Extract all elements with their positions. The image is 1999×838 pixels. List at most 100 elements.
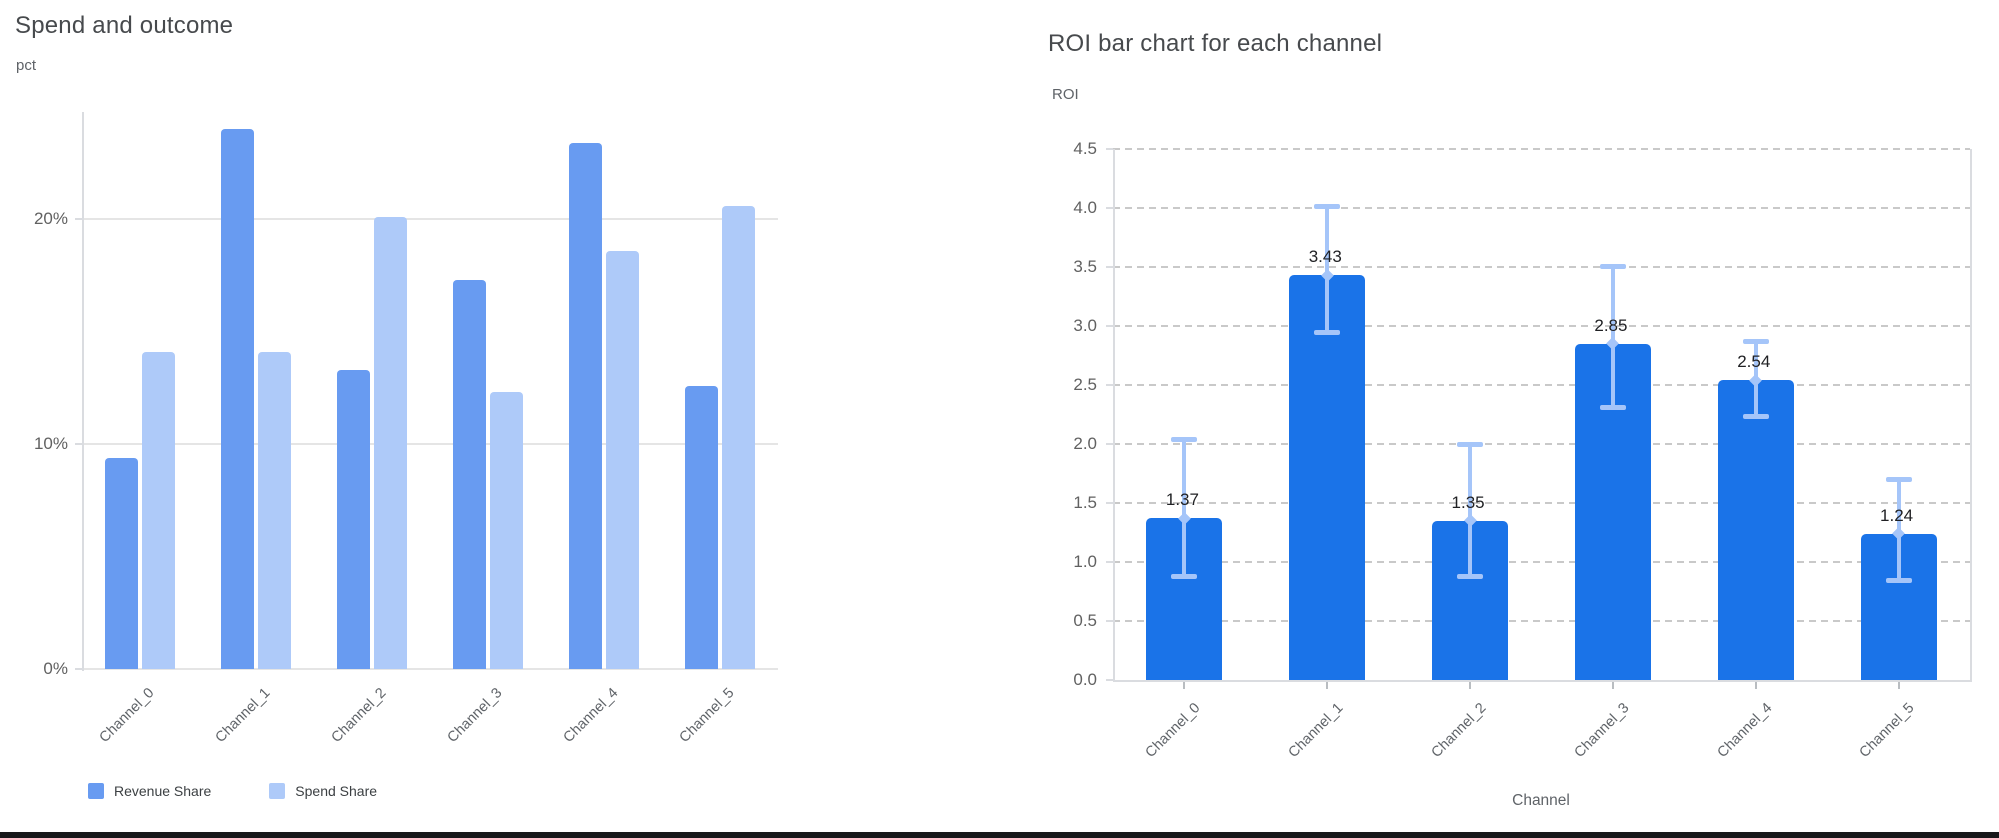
y-axis-tick — [1106, 266, 1113, 268]
left-chart-title: Spend and outcome — [15, 12, 234, 39]
legend-label: Spend Share — [295, 783, 378, 799]
y-axis-tick — [1106, 207, 1113, 209]
gridline — [1113, 384, 1970, 386]
error-cap-top — [1599, 263, 1626, 269]
y-axis-line — [1113, 149, 1115, 682]
gridline — [1113, 561, 1970, 563]
y-tick-label: 1.0 — [1073, 552, 1097, 571]
x-axis-tick — [1897, 682, 1900, 689]
error-cap-bottom — [1171, 574, 1198, 580]
y-axis-tick — [1106, 443, 1113, 445]
left-chart-unit-label: pct — [16, 57, 37, 74]
bar-spend-share-channel-4 — [606, 250, 639, 669]
x-tick-label: Channel_3 — [1571, 700, 1633, 761]
y-tick-label: 4.0 — [1073, 198, 1097, 217]
x-axis-tick — [1469, 682, 1472, 689]
bar-value-label: 1.37 — [1165, 490, 1199, 510]
error-bar-channel-0 — [1182, 439, 1187, 577]
error-cap-top — [1742, 339, 1769, 345]
gridline — [1113, 148, 1970, 150]
x-axis-tick — [1754, 682, 1757, 689]
gridline — [82, 443, 778, 445]
error-cap-bottom — [1742, 413, 1769, 419]
y-axis-tick — [1106, 384, 1113, 386]
y-tick-label: 20% — [33, 209, 68, 228]
revenue-share-swatch — [88, 783, 104, 799]
gridline — [1113, 502, 1970, 504]
y-axis-tick — [1106, 561, 1113, 563]
gridline — [1113, 325, 1970, 327]
bar-spend-share-channel-1 — [258, 351, 291, 669]
error-cap-top — [1314, 203, 1341, 209]
y-axis-tick — [75, 668, 82, 670]
bar-spend-share-channel-3 — [490, 392, 523, 669]
error-cap-top — [1885, 477, 1912, 483]
y-axis-tick — [1106, 620, 1113, 622]
bar-value-label: 1.35 — [1451, 492, 1485, 512]
y-axis-tick — [1106, 148, 1113, 150]
y-tick-label: 0.0 — [1073, 670, 1097, 689]
error-bar-channel-2 — [1468, 444, 1473, 577]
bar-spend-share-channel-0 — [142, 351, 175, 669]
y-tick-label: 2.0 — [1073, 434, 1097, 453]
x-tick-label: Channel_5 — [1856, 700, 1918, 761]
error-cap-bottom — [1599, 405, 1626, 411]
y-axis-tick — [75, 218, 82, 220]
bar-spend-share-channel-2 — [374, 216, 407, 669]
error-cap-top — [1457, 442, 1484, 447]
y-axis-tick — [1106, 325, 1113, 327]
right-chart-xaxis-title: Channel — [1512, 792, 1570, 809]
y-axis-tick — [1106, 679, 1113, 681]
y-axis-tick — [75, 443, 82, 445]
x-tick-label: Channel_0 — [1142, 700, 1204, 761]
spend-outcome-chart: 0% 10% 20% Channel_0 Channel_1 Channel_2 Chann… — [0, 0, 800, 838]
legend-item-spend-share: Spend Share — [269, 783, 377, 799]
bar-spend-share-channel-5 — [722, 205, 755, 669]
y-tick-label: 4.5 — [1073, 139, 1097, 158]
right-chart-title: ROI bar chart for each channel — [1048, 30, 1383, 57]
y-tick-label: 3.0 — [1073, 316, 1097, 335]
x-axis-tick — [1183, 682, 1186, 689]
y-tick-label: 1.5 — [1073, 493, 1097, 512]
roi-bar-channel-1 — [1289, 275, 1366, 680]
y-tick-label: 0% — [43, 659, 68, 678]
error-cap-bottom — [1457, 574, 1484, 580]
bar-value-label: 3.43 — [1308, 247, 1342, 267]
x-tick-label: Channel_4 — [1714, 700, 1776, 761]
error-bar-channel-3 — [1610, 265, 1615, 408]
y-tick-label: 10% — [33, 434, 68, 453]
error-cap-top — [1171, 437, 1198, 443]
bar-revenue-share-channel-5 — [685, 385, 718, 669]
x-tick-label: Channel_2 — [1428, 700, 1490, 761]
x-axis-tick — [1611, 682, 1614, 689]
gridline — [82, 668, 778, 670]
gridline — [1113, 207, 1970, 209]
bar-revenue-share-channel-2 — [337, 369, 370, 669]
error-cap-bottom — [1314, 329, 1341, 335]
error-bar-channel-1 — [1325, 205, 1330, 332]
plot-right-border — [1970, 149, 1972, 682]
left-chart-legend: Revenue Share Spend Share — [88, 783, 377, 799]
roi-bar-channel-4 — [1717, 380, 1794, 680]
bar-value-label: 2.54 — [1737, 352, 1771, 372]
y-axis-tick — [1106, 502, 1113, 504]
legend-item-revenue-share: Revenue Share — [88, 783, 211, 799]
bar-revenue-share-channel-0 — [105, 457, 138, 669]
legend-label: Revenue Share — [114, 783, 212, 799]
y-tick-label: 0.5 — [1073, 611, 1097, 630]
gridline — [1113, 266, 1970, 268]
x-axis-tick — [1326, 682, 1329, 689]
y-tick-label: 3.5 — [1073, 257, 1097, 276]
error-cap-bottom — [1885, 577, 1912, 583]
bar-value-label: 1.24 — [1880, 505, 1914, 525]
x-axis-line — [1113, 680, 1972, 682]
window-bottom-edge — [0, 832, 1999, 838]
x-tick-label: Channel_1 — [1285, 700, 1347, 761]
right-chart-unit-label: ROI — [1052, 86, 1079, 103]
bar-revenue-share-channel-4 — [569, 142, 602, 669]
y-tick-label: 2.5 — [1073, 375, 1097, 394]
gridline — [1113, 620, 1970, 622]
gridline — [1113, 443, 1970, 445]
